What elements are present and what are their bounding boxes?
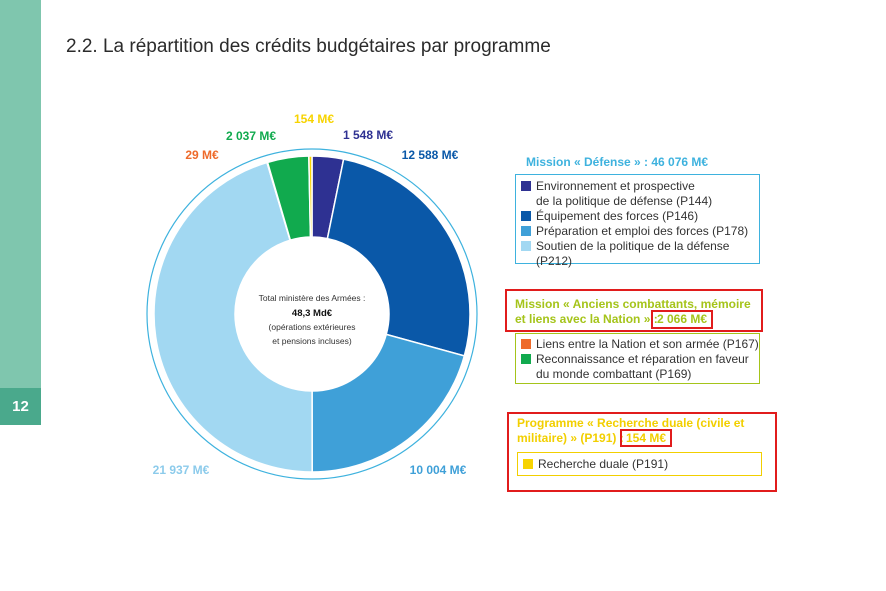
legend-label: Recherche duale (P191) (538, 457, 669, 471)
legend-item-p167: Liens entre la Nation et son armée (P167… (521, 337, 759, 352)
page-number: 12 (0, 388, 41, 425)
legend-swatch (521, 354, 531, 364)
legend-label: Reconnaissance et réparation en faveur d… (536, 352, 749, 381)
legend-swatch (521, 211, 531, 221)
legend-recherche-amount: 154 M€ (620, 429, 673, 447)
slice-label-p146: 12 588 M€ (402, 148, 459, 162)
legend-item-p191: Recherche duale (P191) (523, 457, 761, 472)
legend-recherche-header: Programme « Recherche duale (civile et m… (517, 416, 745, 445)
slice-label-p167: 29 M€ (185, 148, 219, 162)
slice-label-p144: 1 548 M€ (343, 128, 393, 142)
legend-item-p178: Préparation et emploi des forces (P178) (521, 224, 759, 239)
chart-center-hole (235, 237, 389, 391)
legend-swatch (521, 241, 531, 251)
legend-recherche-box: Recherche duale (P191) (517, 452, 762, 476)
legend-item-p169: Reconnaissance et réparation en faveur d… (521, 352, 759, 382)
slice-label-p169: 2 037 M€ (226, 129, 276, 143)
center-label-line1: Total ministère des Armées : (259, 293, 366, 303)
legend-swatch (521, 339, 531, 349)
legend-item-p146: Équipement des forces (P146) (521, 209, 759, 224)
legend-swatch (523, 459, 533, 469)
legend-label: Soutien de la politique de la défense (P… (536, 239, 730, 268)
legend-item-p212: Soutien de la politique de la défense (P… (521, 239, 759, 269)
center-total: 48,3 Md€ (292, 308, 333, 319)
legend-label: Environnement et prospective de la polit… (536, 179, 713, 208)
page-title: 2.2. La répartition des crédits budgétai… (66, 36, 551, 57)
highlight-anciens-box (505, 289, 763, 332)
legend-label: Préparation et emploi des forces (P178) (536, 224, 749, 238)
legend-label: Équipement des forces (P146) (536, 209, 699, 223)
highlight-recherche-box (507, 412, 777, 492)
chart-outer-ring (146, 148, 478, 480)
center-label-line3: (opérations extérieures (269, 322, 356, 332)
slice-label-p178: 10 004 M€ (410, 463, 467, 477)
legend-defense-box: Environnement et prospective de la polit… (515, 174, 760, 268)
legend-anciens-box: Liens entre la Nation et son armée (P167… (515, 333, 760, 384)
center-label-line4: et pensions incluses) (272, 336, 352, 346)
legend-item-p144: Environnement et prospective de la polit… (521, 179, 759, 209)
legend-defense-header: Mission « Défense » : 46 076 M€ (526, 155, 709, 169)
legend-swatch (521, 226, 531, 236)
legend-swatch (521, 181, 531, 191)
legend-anciens-header: Mission « Anciens combattants, mémoire e… (515, 297, 751, 326)
side-bar (0, 0, 41, 425)
legend-label: Liens entre la Nation et son armée (P167… (536, 337, 759, 351)
legend-anciens-amount: 2 066 M€ (651, 310, 714, 329)
slice-label-p212: 21 937 M€ (153, 463, 210, 477)
slice-label-p191: 154 M€ (294, 112, 334, 126)
